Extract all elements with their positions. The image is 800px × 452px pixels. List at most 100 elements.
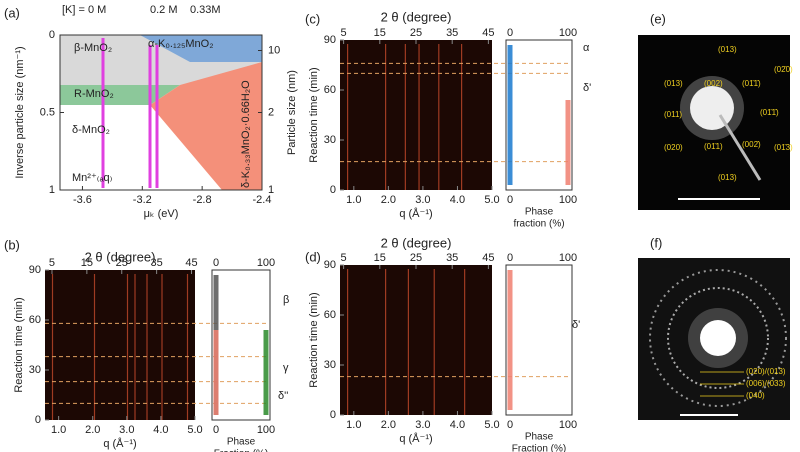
y-tick-label: 90 — [324, 34, 336, 46]
top-tick-label: 15 — [81, 257, 93, 269]
y-axis-title: Reaction time (min) — [308, 67, 320, 162]
phase-diagram — [59, 34, 263, 191]
y-tick-label: 1 — [49, 184, 55, 196]
panel-label: (e) — [650, 11, 666, 26]
top-tick-label: 25 — [410, 27, 422, 39]
x-tick-label: 5.0 — [187, 424, 202, 436]
top-tick-label: 5 — [341, 27, 347, 39]
y-axis-title: Reaction time (min) — [13, 297, 25, 392]
top-tick-label: 15 — [374, 252, 386, 264]
phase-tick-label: 100 — [559, 252, 577, 264]
phase-frame — [211, 269, 271, 421]
x-tick-label: 3.0 — [415, 419, 430, 431]
concentration-label: 0.33M — [190, 4, 221, 16]
phase-axis-title: fraction (%) — [513, 219, 564, 230]
top-tick-label: 5 — [341, 252, 347, 264]
heatmap — [45, 270, 195, 420]
concentration-label: [K] = 0 M — [62, 4, 106, 16]
spot-index: (002) — [704, 79, 723, 88]
y2-tick-label: 1 — [268, 184, 274, 196]
spot-index: (01̄3) — [774, 143, 793, 152]
x-tick-label: 2.0 — [381, 419, 396, 431]
x-tick-label: 2.0 — [381, 194, 396, 206]
concentration-label: 0.2 M — [150, 4, 178, 16]
phase-axis-title: Fraction (%) — [512, 444, 566, 452]
y-tick-label: 90 — [29, 264, 41, 276]
x-tick-label: 1.0 — [346, 419, 361, 431]
top-tick-label: 35 — [151, 257, 163, 269]
y2-axis-title: Particle size (nm) — [286, 70, 298, 155]
x-axis-title: q (Å⁻¹) — [399, 207, 432, 220]
spot-index: (01̄1̄) — [742, 79, 761, 88]
phase-tick-label: 0 — [507, 252, 513, 264]
top-tick-label: 45 — [185, 257, 197, 269]
x-axis-title: q (Å⁻¹) — [399, 432, 432, 445]
x-tick-label: 1.0 — [346, 194, 361, 206]
spot-index: (02̄0) — [774, 65, 793, 74]
panel-label: (b) — [4, 237, 20, 252]
phase-tick-label: 0 — [507, 194, 513, 206]
x-tick-label: -2.8 — [193, 194, 212, 206]
top-axis-title: 2 θ (degree) — [85, 249, 156, 264]
y-tick-label: 30 — [324, 359, 336, 371]
top-tick-label: 5 — [49, 257, 55, 269]
phase-name: γ — [283, 362, 289, 374]
x-tick-label: 2.0 — [85, 424, 100, 436]
spot-index: (01̄1) — [704, 142, 723, 151]
phase-frame — [505, 264, 573, 416]
top-tick-label: 45 — [482, 252, 494, 264]
phase-name: α — [583, 42, 590, 54]
top-tick-label: 15 — [374, 27, 386, 39]
y2-tick-label: 2 — [268, 106, 274, 118]
x-tick-label: 5.0 — [484, 419, 499, 431]
top-tick-label: 25 — [116, 257, 128, 269]
phase-label: β-MnO₂ — [74, 42, 112, 54]
phase-name: δ'' — [278, 390, 288, 402]
phase-label: R-MnO₂ — [74, 88, 114, 100]
ring-index: (040) — [746, 391, 765, 400]
y2-tick-label: 10 — [268, 44, 280, 56]
top-tick-label: 45 — [482, 27, 494, 39]
phase-tick-label: 100 — [559, 27, 577, 39]
x-tick-label: -3.6 — [73, 194, 92, 206]
top-tick-label: 25 — [410, 252, 422, 264]
top-tick-label: 35 — [446, 252, 458, 264]
spot-index: (01̄1̄) — [760, 108, 779, 117]
x-tick-label: -2.4 — [253, 194, 272, 206]
x-tick-label: 4.0 — [450, 194, 465, 206]
phase-axis-title: Phase — [525, 432, 554, 443]
phase-axis-title: Fraction (%) — [214, 449, 268, 452]
spot-index: (013) — [718, 45, 737, 54]
ring-index: (020)/(013) — [746, 367, 786, 376]
phase-axis-title: Phase — [525, 207, 554, 218]
phase-tick-label: 0 — [213, 257, 219, 269]
x-tick-label: 3.0 — [119, 424, 134, 436]
spot-index: (011) — [664, 110, 682, 119]
heatmap — [340, 265, 492, 415]
phase-label: Mn²⁺₍ₐq₎ — [72, 172, 113, 184]
y-axis-title: Reaction time (min) — [308, 292, 320, 387]
spot-index: (020) — [664, 143, 683, 152]
phase-label: δ-MnO₂ — [72, 124, 110, 136]
x-axis-title: q (Å⁻¹) — [103, 437, 136, 450]
x-tick-label: 5.0 — [484, 194, 499, 206]
y-tick-label: 30 — [29, 364, 41, 376]
phase-tick-label: 100 — [257, 257, 275, 269]
x-axis-title: μₖ (eV) — [144, 208, 179, 220]
phase-tick-label: 0 — [213, 424, 219, 436]
phase-frame — [505, 39, 573, 191]
y-tick-label: 60 — [29, 314, 41, 326]
heatmap — [340, 40, 492, 190]
phase-label: δ-K₀.₃₃MnO₂·0.66H₂O — [240, 80, 252, 188]
y-axis-title: Inverse particle size (nm⁻¹) — [14, 46, 26, 178]
region — [140, 35, 262, 62]
panel-label: (f) — [650, 235, 662, 250]
x-tick-label: 3.0 — [415, 194, 430, 206]
y-tick-label: 60 — [324, 309, 336, 321]
region — [150, 62, 262, 190]
y-tick-label: 0 — [330, 409, 336, 421]
top-axis-title: 2 θ (degree) — [381, 9, 452, 24]
saed-f — [638, 258, 790, 420]
y-tick-label: 0 — [330, 184, 336, 196]
phase-name: β — [283, 294, 289, 306]
